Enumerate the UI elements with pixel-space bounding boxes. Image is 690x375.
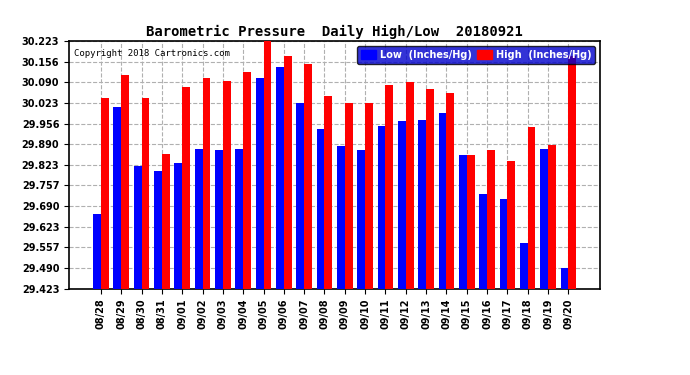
Bar [398,121,406,289]
Bar [182,87,190,289]
Bar [345,102,353,289]
Bar [121,75,129,289]
Bar [223,81,230,289]
Bar [162,154,170,289]
Bar [134,166,141,289]
Bar [337,146,345,289]
Bar [569,56,576,289]
Bar [276,67,284,289]
Bar [101,98,108,289]
Bar [507,161,515,289]
Bar [520,243,528,289]
Bar [357,150,365,289]
Bar [377,126,386,289]
Bar [324,96,332,289]
Bar [487,150,495,289]
Bar [141,98,149,289]
Bar [540,149,548,289]
Bar [195,149,203,289]
Bar [284,56,292,289]
Bar [466,155,475,289]
Bar [500,199,507,289]
Bar [113,107,121,289]
Bar [304,64,312,289]
Bar [446,93,454,289]
Bar [256,78,264,289]
Bar [297,102,304,289]
Bar [93,214,101,289]
Title: Barometric Pressure  Daily High/Low  20180921: Barometric Pressure Daily High/Low 20180… [146,24,523,39]
Bar [264,40,271,289]
Bar [459,155,466,289]
Bar [386,86,393,289]
Bar [243,72,251,289]
Bar [175,163,182,289]
Bar [418,120,426,289]
Bar [365,103,373,289]
Bar [235,149,243,289]
Bar [548,145,556,289]
Legend: Low  (Inches/Hg), High  (Inches/Hg): Low (Inches/Hg), High (Inches/Hg) [357,46,595,64]
Bar [154,171,162,289]
Bar [426,88,434,289]
Text: Copyright 2018 Cartronics.com: Copyright 2018 Cartronics.com [75,49,230,58]
Bar [406,82,413,289]
Bar [480,194,487,289]
Bar [561,268,569,289]
Bar [528,127,535,289]
Bar [317,129,324,289]
Bar [215,150,223,289]
Bar [203,78,210,289]
Bar [439,113,446,289]
